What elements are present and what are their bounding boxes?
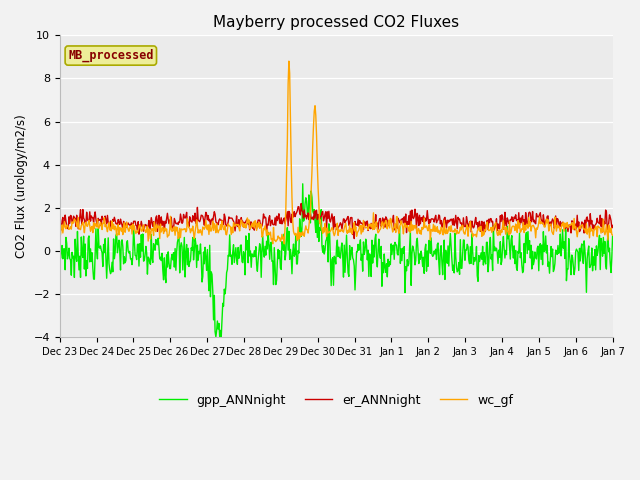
gpp_ANNnight: [56, 231, 63, 237]
er_ANNnight: [421, 215, 429, 221]
er_ANNnight: [208, 216, 216, 222]
wc_gf: [405, 228, 413, 234]
wc_gf: [179, 227, 187, 233]
gpp_ANNnight: [208, 272, 216, 277]
gpp_ANNnight: [123, 240, 131, 246]
wc_gf: [56, 236, 63, 241]
er_ANNnight: [405, 213, 413, 218]
er_ANNnight: [350, 236, 358, 241]
wc_gf: [66, 226, 74, 232]
gpp_ANNnight: [299, 181, 307, 187]
er_ANNnight: [298, 201, 305, 206]
Y-axis label: CO2 Flux (urology/m2/s): CO2 Flux (urology/m2/s): [15, 114, 28, 258]
wc_gf: [208, 225, 216, 230]
Legend: gpp_ANNnight, er_ANNnight, wc_gf: gpp_ANNnight, er_ANNnight, wc_gf: [154, 389, 518, 412]
Line: er_ANNnight: er_ANNnight: [60, 204, 612, 239]
gpp_ANNnight: [405, 261, 413, 266]
wc_gf: [280, 241, 288, 247]
gpp_ANNnight: [421, 246, 429, 252]
er_ANNnight: [66, 220, 74, 226]
wc_gf: [421, 225, 429, 230]
Line: gpp_ANNnight: gpp_ANNnight: [60, 184, 612, 337]
wc_gf: [609, 232, 616, 238]
er_ANNnight: [56, 227, 63, 233]
gpp_ANNnight: [609, 233, 616, 239]
gpp_ANNnight: [218, 334, 225, 340]
Text: MB_processed: MB_processed: [68, 49, 154, 62]
wc_gf: [123, 219, 131, 225]
gpp_ANNnight: [66, 256, 74, 262]
gpp_ANNnight: [179, 267, 187, 273]
Line: wc_gf: wc_gf: [60, 61, 612, 244]
Title: Mayberry processed CO2 Fluxes: Mayberry processed CO2 Fluxes: [213, 15, 460, 30]
er_ANNnight: [179, 219, 187, 225]
er_ANNnight: [609, 223, 616, 228]
wc_gf: [285, 58, 292, 64]
er_ANNnight: [123, 225, 131, 230]
